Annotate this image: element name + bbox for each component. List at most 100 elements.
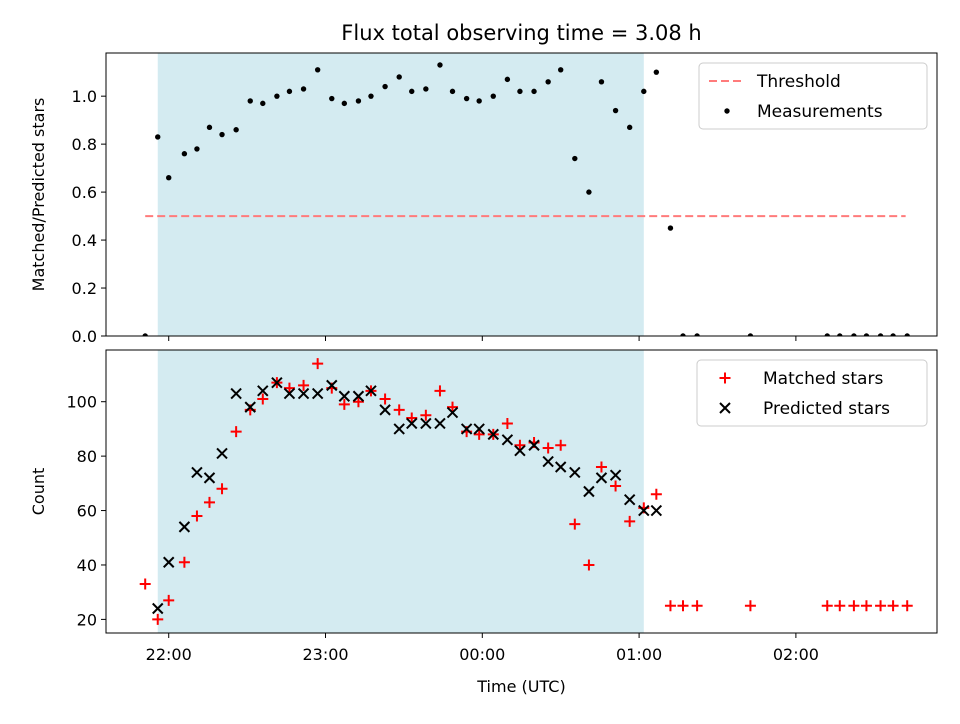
matched-star-point <box>338 398 350 410</box>
measurement-point <box>368 93 374 99</box>
measurement-point <box>598 79 605 85</box>
measurement-point <box>233 127 239 133</box>
measurement-point <box>890 333 896 336</box>
predicted-star-point <box>638 504 650 517</box>
matched-star-point <box>352 396 364 408</box>
legend-label-matched: Matched stars <box>763 369 883 389</box>
measurement-point <box>409 88 415 95</box>
predicted-star-point <box>623 493 636 506</box>
measurement-point <box>653 69 660 75</box>
measurement-point <box>837 333 843 336</box>
predicted-star-point <box>595 472 608 484</box>
matched-star-point <box>901 600 913 612</box>
measurement-point <box>194 146 200 152</box>
predicted-star-point <box>528 439 540 451</box>
measurement-point <box>904 333 910 336</box>
measurement-point <box>449 88 456 95</box>
measurement-point <box>824 333 830 336</box>
matched-star-point <box>501 417 513 429</box>
matched-star-point <box>595 461 607 473</box>
axes-frame <box>105 52 938 337</box>
panel-1: 0.0 0.2 0.4 0.6 0.8 1.0 Matched/Predicted star… <box>29 52 938 346</box>
legend-label-threshold: Threshold <box>756 72 841 92</box>
predicted-star-point <box>338 390 351 402</box>
measurement-point <box>626 124 633 131</box>
measurement-point <box>694 333 700 336</box>
measurement-point <box>504 76 511 83</box>
predicted-star-point <box>554 461 567 473</box>
matched-star-point <box>691 600 703 612</box>
matched-star-point <box>283 382 295 394</box>
predicted-star-point <box>297 387 310 400</box>
measurement-point <box>863 333 870 336</box>
measurement-point <box>517 88 523 95</box>
measurement-point <box>166 175 172 181</box>
matched-star-point <box>848 600 860 612</box>
matched-star-point <box>163 594 175 606</box>
measurement-point <box>586 189 592 195</box>
measurement-point <box>531 88 537 95</box>
matched-star-point <box>473 428 485 440</box>
predicted-star-point <box>446 406 459 419</box>
matched-star-point <box>664 600 676 612</box>
matched-star-point <box>650 488 662 500</box>
measurement-point <box>612 107 619 114</box>
predicted-star-point <box>379 404 391 416</box>
measurement-point <box>314 67 321 73</box>
x-tick-label: 23:00 <box>302 645 348 664</box>
matched-star-point <box>139 578 151 590</box>
matched-star-point <box>216 483 228 495</box>
predicted-star-point <box>514 444 526 457</box>
y-tick-label: 0.8 <box>72 135 97 154</box>
matched-star-point <box>434 385 446 397</box>
predicted-star-point <box>365 385 377 397</box>
measurement-point <box>300 86 307 92</box>
axes-frame <box>105 349 938 634</box>
y-tick-label: 1.0 <box>72 87 97 106</box>
legend-measurements-swatch <box>724 108 730 114</box>
measurement-point <box>747 333 754 336</box>
measurement-point <box>260 100 266 107</box>
measurement-point <box>641 88 647 95</box>
measurement-point <box>463 95 470 102</box>
measurement-point <box>545 79 551 85</box>
measurement-point <box>155 134 161 140</box>
plot-area-2 <box>139 350 913 633</box>
predicted-star-point <box>257 385 269 397</box>
y-tick-label: 60 <box>77 502 97 521</box>
matched-star-point <box>834 600 846 612</box>
matched-star-point <box>860 600 872 612</box>
y-axis-label: Count <box>29 468 48 516</box>
measurement-point <box>851 333 857 336</box>
measurement-point <box>142 333 148 336</box>
predicted-star-point <box>583 485 595 498</box>
measurement-point <box>476 98 482 104</box>
matched-star-point <box>610 480 622 492</box>
x-tick-label: 01:00 <box>616 645 662 664</box>
y-tick-label: 0.0 <box>72 327 97 346</box>
measurement-point <box>557 67 564 73</box>
y-axis-label: Matched/Predicted stars <box>29 98 48 292</box>
series-measurements <box>142 62 910 336</box>
y-tick-label: 80 <box>77 447 97 466</box>
observing-span-shade <box>157 53 644 336</box>
matched-star-point <box>178 556 190 568</box>
matched-star-point <box>555 439 567 451</box>
matched-star-point <box>677 600 689 612</box>
predicted-star-point <box>216 447 228 460</box>
x-tick-label: 02:00 <box>773 645 819 664</box>
measurement-point <box>329 95 335 102</box>
predicted-star-point <box>191 466 203 479</box>
matched-star-point <box>447 401 459 413</box>
y-tick-label: 0.4 <box>72 231 97 250</box>
matched-star-point <box>420 409 432 421</box>
legend-frame <box>698 62 928 130</box>
predicted-star-point <box>393 423 405 435</box>
predicted-star-point <box>352 390 365 402</box>
predicted-star-point <box>542 455 554 468</box>
measurement-point <box>219 131 225 138</box>
series-predicted-stars <box>152 376 663 615</box>
matched-star-point <box>191 510 203 522</box>
predicted-star-point <box>152 602 164 615</box>
